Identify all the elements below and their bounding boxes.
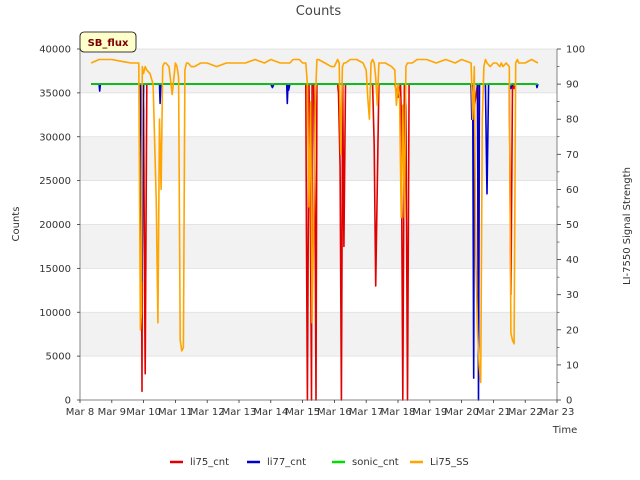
- legend-label: Li75_SS: [430, 457, 469, 468]
- x-tick-label: Mar 21: [476, 407, 511, 418]
- x-tick-label: Mar 14: [253, 407, 288, 418]
- chart-title: Counts: [296, 4, 342, 19]
- grid-band: [80, 312, 557, 357]
- y2-tick-label: 100: [566, 45, 585, 56]
- y2-tick-label: 90: [566, 80, 579, 91]
- y-tick-label: 0: [65, 396, 71, 407]
- axes-layer: 0 5000 10000 15000 20000 25000 30000 35000 40000…: [39, 45, 585, 419]
- x-tick-label: Mar 23: [540, 407, 575, 418]
- y2-tick-label: 0: [566, 396, 572, 407]
- x-tick-label: Mar 15: [285, 407, 320, 418]
- x-tick-label: Mar 8: [66, 407, 94, 418]
- legend: li75_cnt li77_cnt sonic_cnt Li75_SS: [170, 457, 469, 468]
- y-tick-label: 10000: [39, 308, 71, 319]
- y-tick-label: 15000: [39, 264, 71, 275]
- y2-tick-label: 20: [566, 325, 579, 336]
- x-tick-label: Mar 16: [317, 407, 352, 418]
- y2-tick-label: 30: [566, 290, 579, 301]
- grid-band: [80, 224, 557, 269]
- x-tick-label: Mar 9: [98, 407, 126, 418]
- site-badge-box: [79, 31, 137, 53]
- y-axis-title: Counts: [11, 207, 22, 242]
- y2-tick-label: 70: [566, 150, 579, 161]
- x-axis-title: Time: [552, 425, 577, 436]
- x-tick-label: Mar 13: [222, 407, 257, 418]
- y2-tick-label: 10: [566, 360, 579, 371]
- legend-label: sonic_cnt: [352, 457, 399, 468]
- y-tick-label: 20000: [39, 220, 71, 231]
- y-tick-label: 40000: [39, 45, 71, 56]
- x-tick-label: Mar 22: [508, 407, 543, 418]
- y2-tick-label: 40: [566, 255, 579, 266]
- series-layer: [90, 58, 539, 401]
- y2-axis-title: LI-7550 Signal Strength: [622, 167, 633, 285]
- legend-label: li77_cnt: [267, 457, 306, 468]
- y-tick-label: 5000: [46, 352, 71, 363]
- y-tick-label: 30000: [39, 132, 71, 143]
- x-tick-label: Mar 20: [444, 407, 479, 418]
- y2-tick-label: 80: [566, 115, 579, 126]
- y-tick-label: 35000: [39, 88, 71, 99]
- site-badge-label: SB_flux: [88, 38, 129, 49]
- x-tick-label: Mar 11: [158, 407, 193, 418]
- legend-label: li75_cnt: [190, 457, 229, 468]
- x-tick-label: Mar 10: [126, 407, 161, 418]
- x-tick-label: Mar 12: [190, 407, 225, 418]
- y2-tick-label: 50: [566, 220, 579, 231]
- x-tick-label: Mar 19: [412, 407, 447, 418]
- x-tick-label: Mar 18: [381, 407, 416, 418]
- y2-tick-label: 60: [566, 185, 579, 196]
- site-badge: SB_flux: [79, 31, 137, 53]
- y-tick-label: 25000: [39, 176, 71, 187]
- series-line-li75-ss: [90, 58, 539, 384]
- x-tick-label: Mar 17: [349, 407, 384, 418]
- grid-band: [80, 136, 557, 181]
